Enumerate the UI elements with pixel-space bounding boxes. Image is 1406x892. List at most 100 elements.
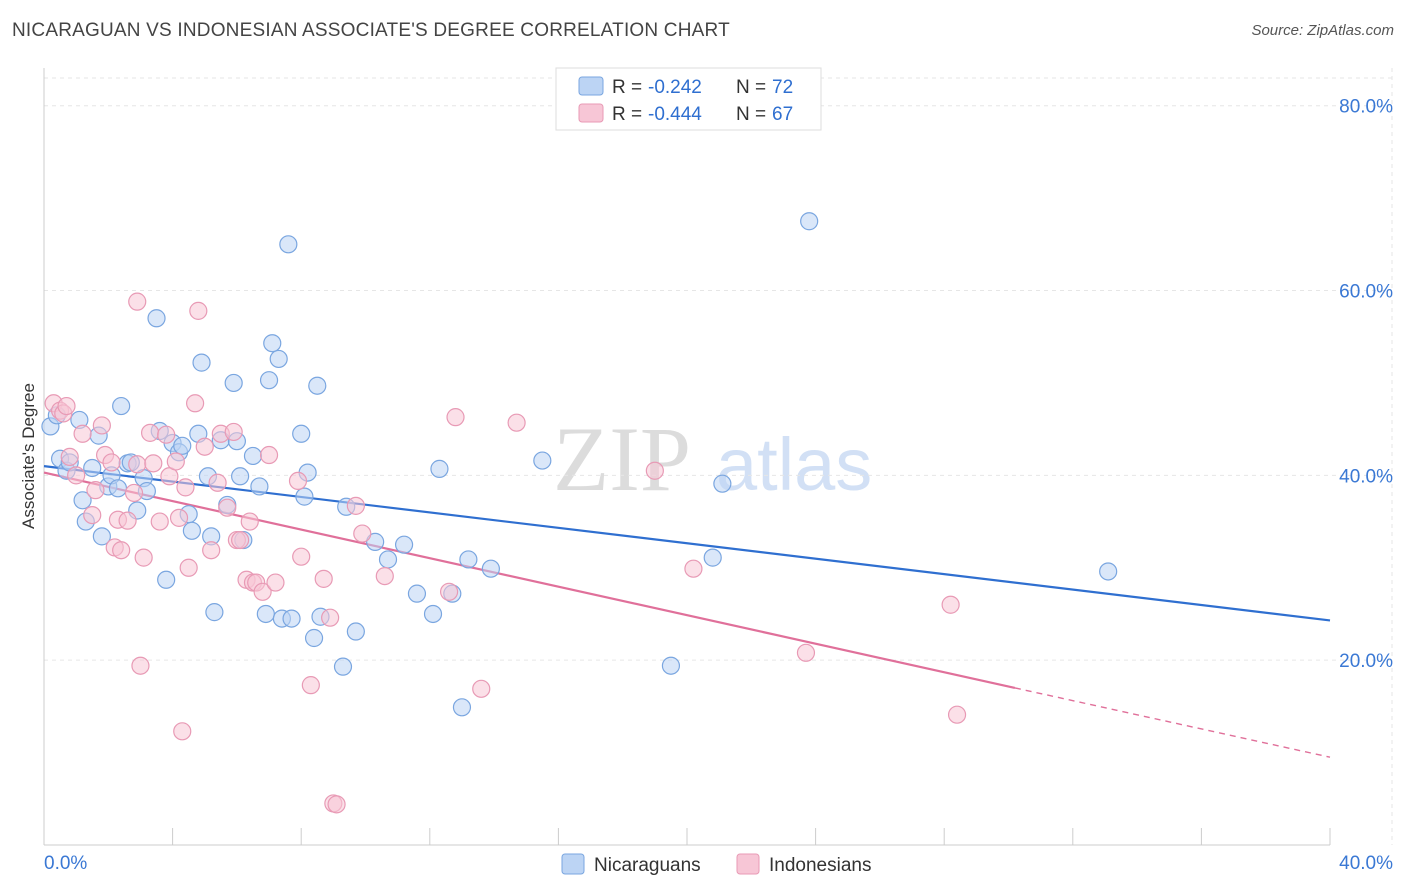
nicaraguan-point (263, 334, 282, 353)
indonesian-point (112, 541, 131, 560)
legend-n-label-1: N = (736, 77, 766, 98)
indonesian-point (73, 424, 92, 443)
legend-r-value-1: -0.242 (648, 77, 702, 98)
nicaraguan-point (182, 521, 201, 540)
indonesian-point (150, 512, 169, 531)
bottom-legend-swatch-indonesians (736, 853, 760, 875)
nicaraguan-point (112, 396, 131, 416)
nicaraguan-point (800, 212, 819, 231)
nicaraguan-point (282, 609, 301, 628)
indonesian-point (321, 608, 340, 627)
legend-n-value-1: 72 (772, 77, 793, 98)
legend-n-label-2: N = (736, 104, 766, 125)
indonesian-point (684, 559, 703, 578)
indonesian-point (645, 461, 664, 480)
nicaraguan-point (378, 550, 398, 569)
y-tick-label: 20.0% (1339, 651, 1393, 672)
indonesian-point (346, 496, 365, 515)
axes (43, 68, 1331, 846)
nicaraguan-point (346, 622, 365, 641)
indonesian-point (128, 292, 147, 311)
bottom-legend-indonesians: Indonesians (769, 855, 871, 876)
nicaraguan-point (394, 535, 414, 554)
nicaraguan-point (423, 604, 443, 624)
indonesian-point (57, 396, 76, 416)
nicaraguan-point (92, 527, 111, 546)
legend: R = -0.242 N = 72 R = -0.444 N = 67 (555, 67, 822, 131)
nicaraguan-point (250, 477, 269, 496)
nicaraguan-point (73, 491, 92, 510)
indonesian-point (375, 566, 394, 586)
watermark-zip: ZIP (553, 408, 691, 510)
nicaraguan-point (243, 446, 263, 466)
trend-line-indonesians-extension (1014, 687, 1331, 758)
nicaraguan-point (192, 353, 211, 372)
nicaraguan-point (366, 532, 385, 551)
nicaraguan-point (108, 479, 128, 498)
nicaraguan-point (407, 584, 427, 603)
indonesian-point (92, 416, 111, 435)
nicaraguan-point (459, 550, 478, 569)
nicaraguan-point (224, 373, 243, 393)
indonesian-point (83, 505, 102, 525)
nicaraguan-point (269, 349, 288, 369)
source-label: Source: ZipAtlas.com (1251, 22, 1394, 39)
indonesian-point (314, 569, 333, 588)
trend-line-indonesians (43, 471, 1016, 689)
nicaraguan-point (231, 467, 250, 486)
legend-swatch-nicaraguans (578, 76, 604, 96)
indonesian-point (439, 582, 459, 601)
nicaraguan-point (333, 657, 353, 676)
legend-n-value-2: 67 (772, 104, 793, 125)
nicaraguan-point (147, 309, 166, 328)
bottom-legend-nicaraguans: Nicaraguans (594, 855, 701, 876)
indonesian-point (301, 676, 320, 695)
indonesian-point (947, 705, 967, 724)
nicaraguan-point (292, 424, 311, 443)
legend-r-label-1: R = (612, 77, 642, 98)
indonesian-point (179, 558, 198, 577)
legend-r-label-2: R = (612, 104, 642, 125)
indonesian-point (240, 512, 259, 531)
indonesian-point (292, 547, 311, 566)
watermark-atlas: atlas (716, 423, 872, 506)
nicaraguan-point (279, 235, 298, 254)
indonesian-point (173, 722, 192, 741)
nicaraguan-point (256, 604, 275, 624)
nicaraguan-point (308, 376, 327, 395)
indonesian-point (195, 437, 214, 456)
indonesian-point (941, 595, 960, 614)
indonesian-point (259, 445, 279, 465)
indonesian-point (102, 453, 121, 472)
nicaraguan-point (1099, 562, 1118, 581)
indonesian-point (86, 481, 105, 500)
nicaraguan-point (452, 698, 472, 717)
indonesian-point (140, 423, 160, 442)
nicaraguan-point (205, 603, 224, 622)
indonesian-point (118, 511, 137, 530)
indonesian-point (202, 541, 221, 560)
indonesian-point (288, 471, 308, 491)
indonesian-point (169, 508, 189, 527)
indonesian-point (134, 548, 153, 567)
indonesian-point (472, 679, 491, 698)
indonesian-point (327, 795, 346, 814)
indonesian-point (131, 656, 150, 675)
indonesian-point (507, 413, 526, 432)
nicaraguan-point (173, 436, 192, 455)
y-axis-label: Associate's Degree (19, 383, 38, 529)
indonesian-point (60, 447, 79, 466)
indonesian-point (144, 454, 163, 473)
indonesian-point (353, 524, 372, 543)
indonesian-point (208, 473, 227, 492)
indonesian-point (224, 422, 243, 442)
indonesian-point (157, 425, 176, 444)
nicaraguan-point (304, 628, 324, 648)
nicaraguan-point (430, 459, 449, 478)
indonesian-point (231, 530, 250, 550)
grid (44, 68, 1393, 845)
data-points (41, 212, 1118, 814)
indonesian-point (124, 483, 144, 503)
tick-labels: 20.0% 40.0% 60.0% 80.0% 0.0% 40.0% (44, 97, 1393, 874)
